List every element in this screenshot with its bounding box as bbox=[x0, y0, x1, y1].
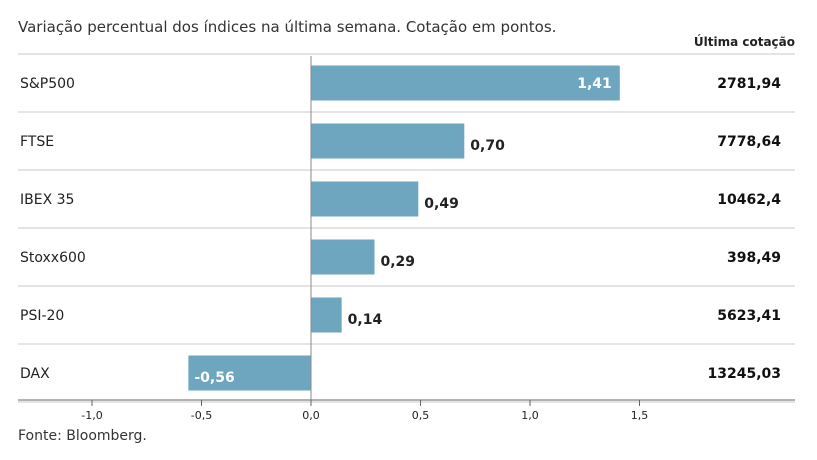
category-label: Stoxx600 bbox=[20, 250, 86, 266]
bar-value-label: -0,56 bbox=[194, 370, 234, 386]
bar-value-label: 0,70 bbox=[470, 138, 505, 154]
last-quote-value: 5623,41 bbox=[717, 308, 781, 324]
bar bbox=[311, 297, 342, 333]
bar-value-label: 0,14 bbox=[348, 312, 383, 328]
bar bbox=[311, 239, 375, 275]
last-quote-value: 13245,03 bbox=[707, 366, 781, 382]
category-label: PSI-20 bbox=[20, 308, 64, 324]
bar-value-label: 1,41 bbox=[577, 76, 612, 92]
last-quote-column-title: Última cotação bbox=[693, 35, 795, 49]
chart-title: Variação percentual dos índices na últim… bbox=[18, 18, 557, 36]
x-tick-label: -0,5 bbox=[191, 409, 212, 422]
category-label: IBEX 35 bbox=[20, 192, 74, 208]
category-label: FTSE bbox=[20, 134, 54, 150]
last-quote-value: 10462,4 bbox=[717, 192, 781, 208]
x-tick-label: 1,5 bbox=[631, 409, 649, 422]
bar bbox=[311, 65, 620, 101]
bar bbox=[311, 123, 465, 159]
x-tick-label: 1,0 bbox=[521, 409, 539, 422]
x-tick-label: -1,0 bbox=[81, 409, 102, 422]
x-tick-label: 0,5 bbox=[412, 409, 430, 422]
x-tick-label: 0,0 bbox=[302, 409, 320, 422]
category-label: S&P500 bbox=[20, 76, 75, 92]
source-note: Fonte: Bloomberg. bbox=[18, 428, 147, 444]
last-quote-value: 7778,64 bbox=[717, 134, 781, 150]
category-label: DAX bbox=[20, 366, 50, 382]
bar-value-label: 0,29 bbox=[381, 254, 416, 270]
bar bbox=[311, 181, 419, 217]
bar-value-label: 0,49 bbox=[424, 196, 459, 212]
last-quote-value: 398,49 bbox=[727, 250, 781, 266]
bar bbox=[188, 355, 311, 391]
last-quote-value: 2781,94 bbox=[717, 76, 781, 92]
